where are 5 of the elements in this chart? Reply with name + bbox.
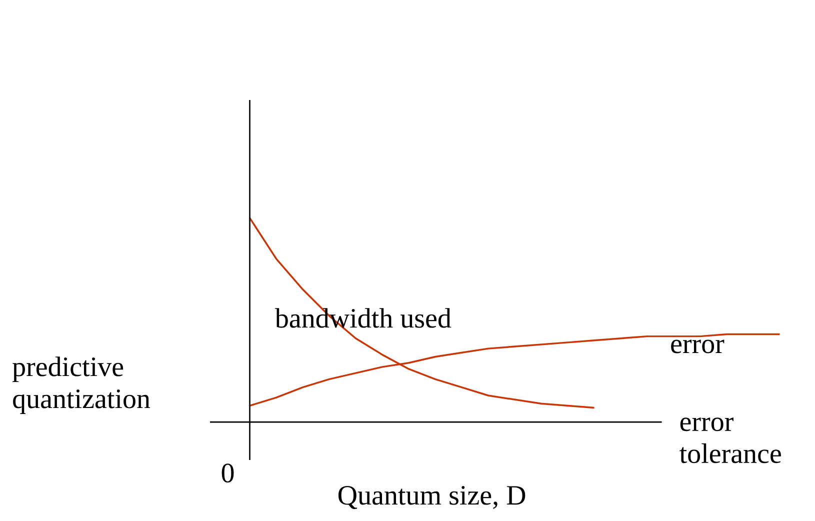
- text: predictive quantization: [12, 356, 150, 414]
- x-axis-title: Quantum size, D: [338, 486, 526, 510]
- annotation: error tolerance: [680, 418, 781, 464]
- series-label: error: [671, 340, 724, 354]
- text: 0: [222, 464, 234, 482]
